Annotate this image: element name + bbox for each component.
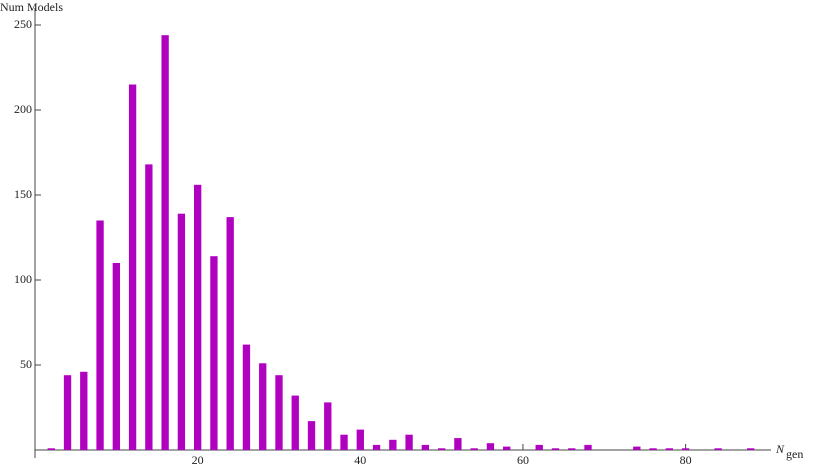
bar bbox=[226, 217, 234, 450]
x-axis-label: N bbox=[775, 442, 785, 456]
bar bbox=[291, 395, 299, 450]
y-axis-label: Num Models bbox=[0, 0, 63, 14]
bar bbox=[551, 448, 560, 450]
bar bbox=[112, 263, 120, 450]
bar bbox=[47, 448, 55, 450]
bar bbox=[128, 84, 137, 450]
bar bbox=[80, 371, 88, 450]
bar bbox=[714, 448, 722, 450]
y-tick-label: 50 bbox=[20, 357, 32, 371]
bar bbox=[535, 444, 543, 450]
bar bbox=[747, 448, 755, 450]
bar bbox=[307, 421, 316, 450]
x-tick-label: 40 bbox=[354, 453, 366, 467]
bar bbox=[324, 402, 332, 450]
bar bbox=[568, 448, 576, 450]
bar bbox=[161, 35, 169, 450]
y-tick-label: 200 bbox=[14, 102, 32, 116]
bar bbox=[437, 448, 446, 450]
bar bbox=[63, 375, 72, 450]
bar bbox=[486, 443, 495, 450]
bar bbox=[665, 448, 674, 450]
bar bbox=[356, 429, 364, 450]
x-axis-label-sub: gen bbox=[786, 447, 803, 461]
bar bbox=[259, 363, 267, 450]
bar bbox=[584, 444, 592, 450]
bar bbox=[454, 438, 462, 450]
bar bbox=[177, 213, 186, 450]
bar bbox=[242, 344, 251, 450]
bar bbox=[275, 375, 283, 450]
bar bbox=[96, 220, 104, 450]
x-tick-label: 60 bbox=[517, 453, 529, 467]
bar bbox=[340, 434, 348, 450]
bar bbox=[210, 256, 218, 450]
bar bbox=[503, 446, 511, 450]
bar bbox=[649, 448, 657, 450]
bar bbox=[405, 434, 413, 450]
x-tick-label: 20 bbox=[192, 453, 204, 467]
y-tick-label: 150 bbox=[14, 187, 32, 201]
y-tick-label: 100 bbox=[14, 272, 32, 286]
bar bbox=[681, 448, 690, 450]
bar bbox=[470, 448, 478, 450]
bar bbox=[633, 446, 641, 450]
bar bbox=[389, 439, 397, 450]
x-tick-label: 80 bbox=[680, 453, 692, 467]
bar bbox=[193, 184, 202, 451]
bar bbox=[421, 444, 430, 450]
bar bbox=[372, 444, 381, 450]
y-tick-label: 250 bbox=[14, 17, 32, 31]
bar bbox=[145, 164, 153, 450]
